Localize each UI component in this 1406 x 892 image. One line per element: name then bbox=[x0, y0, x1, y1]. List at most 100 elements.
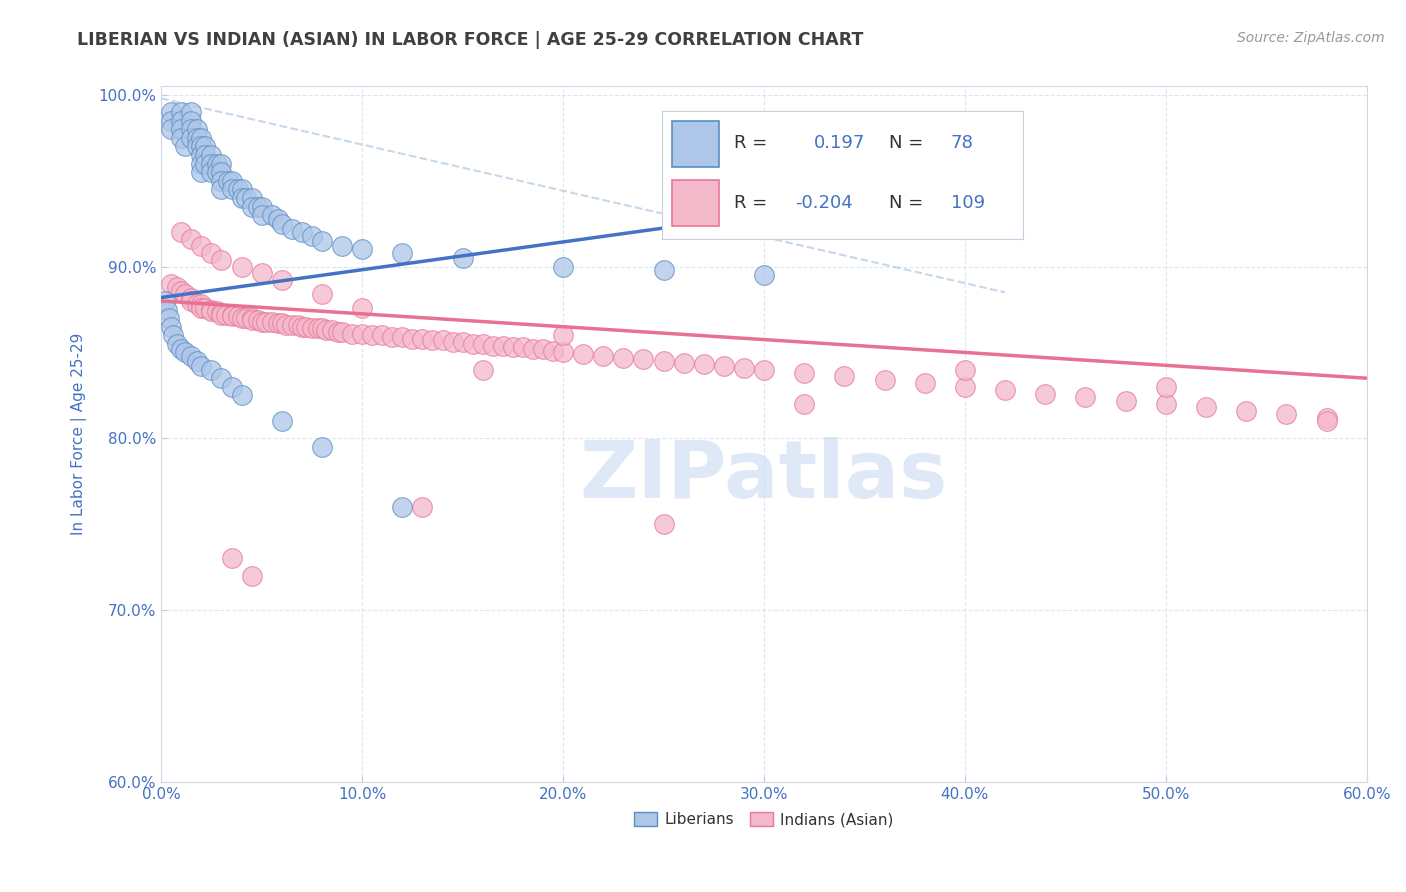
Point bbox=[190, 239, 212, 253]
Point bbox=[226, 182, 249, 196]
Point bbox=[231, 311, 253, 326]
Point bbox=[471, 337, 494, 351]
Point bbox=[200, 156, 222, 170]
Point bbox=[190, 131, 212, 145]
Point bbox=[270, 273, 292, 287]
Point bbox=[612, 351, 634, 365]
Point bbox=[200, 246, 222, 260]
Point bbox=[401, 332, 423, 346]
Point bbox=[551, 260, 574, 274]
Point bbox=[352, 243, 374, 257]
Point bbox=[231, 260, 253, 274]
Point bbox=[281, 222, 304, 236]
Point bbox=[194, 156, 217, 170]
Point bbox=[240, 313, 263, 327]
Point bbox=[411, 332, 433, 346]
Point bbox=[194, 148, 217, 162]
Point bbox=[311, 321, 333, 335]
Point bbox=[672, 356, 695, 370]
Point bbox=[200, 148, 222, 162]
Point bbox=[211, 252, 233, 267]
Point bbox=[953, 380, 976, 394]
Point bbox=[652, 263, 675, 277]
Point bbox=[180, 131, 202, 145]
Point bbox=[371, 328, 394, 343]
Point bbox=[194, 301, 217, 315]
Point bbox=[180, 349, 202, 363]
Point bbox=[190, 165, 212, 179]
Point bbox=[953, 362, 976, 376]
Point bbox=[1275, 407, 1298, 421]
Text: LIBERIAN VS INDIAN (ASIAN) IN LABOR FORCE | AGE 25-29 CORRELATION CHART: LIBERIAN VS INDIAN (ASIAN) IN LABOR FORC… bbox=[77, 31, 863, 49]
Point bbox=[221, 551, 243, 566]
Point bbox=[200, 165, 222, 179]
Point bbox=[170, 342, 193, 356]
Point bbox=[1195, 401, 1218, 415]
Point bbox=[311, 440, 333, 454]
Point bbox=[211, 165, 233, 179]
Point bbox=[155, 293, 177, 308]
Point bbox=[156, 302, 179, 317]
Point bbox=[180, 291, 202, 305]
Point bbox=[793, 397, 815, 411]
Point bbox=[633, 352, 655, 367]
Point bbox=[411, 500, 433, 514]
Point bbox=[200, 304, 222, 318]
Point bbox=[321, 323, 343, 337]
Point bbox=[481, 338, 503, 352]
Point bbox=[186, 122, 208, 136]
Point bbox=[207, 304, 229, 318]
Point bbox=[200, 362, 222, 376]
Point bbox=[531, 342, 554, 356]
Point bbox=[492, 338, 515, 352]
Point bbox=[451, 251, 474, 265]
Text: ZIPatlas: ZIPatlas bbox=[579, 437, 948, 515]
Point bbox=[873, 373, 896, 387]
Point bbox=[211, 156, 233, 170]
Point bbox=[391, 330, 413, 344]
Point bbox=[211, 308, 233, 322]
Point bbox=[311, 287, 333, 301]
Point bbox=[461, 337, 484, 351]
Point bbox=[267, 316, 290, 330]
Point bbox=[180, 122, 202, 136]
Point bbox=[211, 182, 233, 196]
Point bbox=[391, 500, 413, 514]
Point bbox=[235, 191, 257, 205]
Point bbox=[291, 225, 314, 239]
Point bbox=[1316, 410, 1339, 425]
Point bbox=[170, 131, 193, 145]
Point bbox=[330, 239, 353, 253]
Point bbox=[190, 148, 212, 162]
Point bbox=[231, 388, 253, 402]
Point bbox=[166, 280, 188, 294]
Point bbox=[1115, 393, 1137, 408]
Point bbox=[221, 380, 243, 394]
Point bbox=[1033, 386, 1056, 401]
Point bbox=[793, 366, 815, 380]
Point bbox=[174, 139, 197, 153]
Point bbox=[221, 308, 243, 322]
Point bbox=[512, 340, 534, 354]
Point bbox=[170, 113, 193, 128]
Point bbox=[250, 208, 273, 222]
Point bbox=[190, 156, 212, 170]
Point bbox=[211, 371, 233, 385]
Point bbox=[246, 200, 269, 214]
Point bbox=[221, 310, 243, 324]
Point bbox=[502, 340, 524, 354]
Point bbox=[186, 139, 208, 153]
Point bbox=[190, 301, 212, 315]
Point bbox=[174, 287, 197, 301]
Point bbox=[361, 328, 384, 343]
Point bbox=[231, 182, 253, 196]
Point bbox=[1234, 404, 1257, 418]
Point bbox=[330, 325, 353, 339]
Point bbox=[240, 311, 263, 326]
Point bbox=[190, 359, 212, 374]
Point bbox=[652, 354, 675, 368]
Point bbox=[231, 191, 253, 205]
Point bbox=[250, 314, 273, 328]
Point bbox=[190, 297, 212, 311]
Point bbox=[315, 323, 337, 337]
